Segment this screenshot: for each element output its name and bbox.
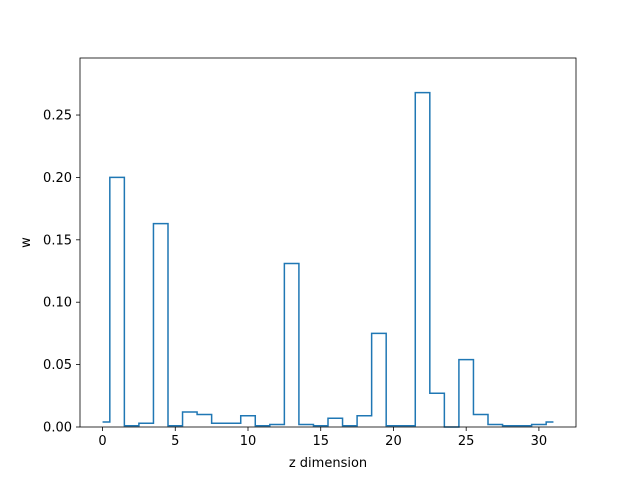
y-tick-label: 0.00 (43, 421, 72, 436)
x-axis-label: z dimension (289, 456, 367, 471)
series-line-0 (102, 91, 554, 428)
y-tick-label: 0.15 (43, 233, 72, 248)
y-axis-label: w (19, 237, 34, 248)
y-tick-label: 0.20 (43, 171, 72, 186)
x-tick-label: 20 (385, 434, 402, 449)
y-tick-label: 0.05 (43, 358, 72, 373)
y-tick-label: 0.25 (43, 109, 72, 124)
x-tick-label: 25 (458, 434, 475, 449)
x-tick-label: 30 (531, 434, 548, 449)
x-tick-label: 0 (98, 434, 106, 449)
x-axis-ticks: 0 5 10 15 20 25 30 (98, 427, 547, 449)
x-tick-label: 15 (312, 434, 329, 449)
plot-area (102, 91, 554, 428)
y-axis-ticks: 0.00 0.05 0.10 0.15 0.20 0.25 (43, 109, 80, 436)
y-tick-label: 0.10 (43, 296, 72, 311)
x-tick-label: 5 (171, 434, 179, 449)
x-tick-label: 10 (240, 434, 257, 449)
axes-frame (79, 57, 577, 428)
